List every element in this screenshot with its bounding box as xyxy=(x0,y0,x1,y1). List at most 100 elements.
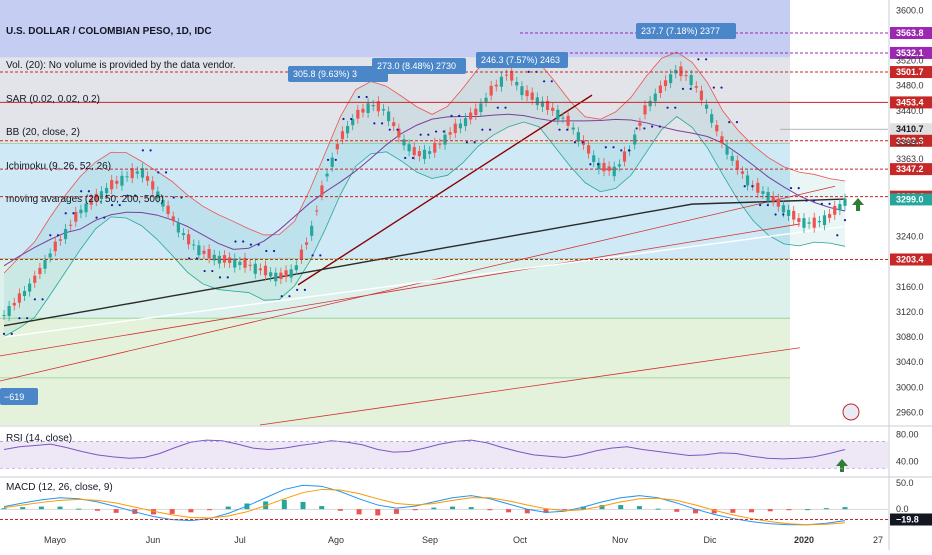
macd-value-label: −19.8 xyxy=(896,514,919,524)
sar-dot xyxy=(103,216,106,219)
candle-body xyxy=(648,100,652,107)
sar-dot xyxy=(759,203,762,207)
sar-dot xyxy=(18,317,21,320)
zone-band-middle xyxy=(0,143,790,259)
rsi-band xyxy=(0,441,888,469)
price-tick-label: 3388.7 xyxy=(896,138,924,148)
candle-body xyxy=(843,198,847,206)
macd-histogram-bar xyxy=(281,499,287,510)
measure-annotation-box xyxy=(636,23,736,39)
sar-dot xyxy=(280,295,283,298)
candle-body xyxy=(274,272,278,282)
price-level-tag xyxy=(890,163,932,176)
price-tick-label: 3480.0 xyxy=(896,81,924,91)
measure-annotation-box xyxy=(372,58,466,74)
sar-dot xyxy=(2,332,6,335)
candle-body xyxy=(361,108,365,113)
sar-dot xyxy=(326,158,330,161)
macd-histogram-bar xyxy=(487,509,493,511)
sar-dot xyxy=(72,212,75,215)
sar-dot xyxy=(674,106,677,109)
sar-dot xyxy=(203,269,206,273)
sar-dot xyxy=(843,219,847,222)
symbol-title: U.S. DOLLAR / COLOMBIAN PESO, 1D, IDC xyxy=(6,26,212,38)
rsi-tick-label: 80.00 xyxy=(896,430,919,440)
macd-tick-label: 50.0 xyxy=(896,478,914,488)
ichimoku-indicator-label: Ichimoku (9, 26, 52, 26) xyxy=(6,160,112,172)
candle-body xyxy=(84,203,88,213)
candle-body xyxy=(202,250,206,254)
candle-body xyxy=(351,119,355,126)
sar-dot xyxy=(80,190,83,193)
candle-body xyxy=(745,175,750,186)
candle-body xyxy=(494,84,498,87)
candle-body xyxy=(443,134,447,145)
price-level-label: 3392.3 xyxy=(896,136,924,146)
candle-body xyxy=(279,272,283,280)
candle-body xyxy=(653,93,657,102)
sar-dot xyxy=(805,199,808,202)
sar-dot xyxy=(820,202,823,205)
sar-dot xyxy=(581,141,584,144)
macd-histogram-bar xyxy=(412,509,418,511)
sar-dot xyxy=(342,117,345,121)
price-level-tag xyxy=(890,134,932,147)
sar-dot xyxy=(157,171,160,174)
candle-body xyxy=(479,103,483,113)
candle-body xyxy=(335,144,339,150)
price-tick-label: 2960.0 xyxy=(896,407,924,417)
sar-dot xyxy=(797,187,800,190)
candle-body xyxy=(679,66,683,77)
price-level-label: 3347.2 xyxy=(896,164,924,174)
sar-dot xyxy=(26,317,29,320)
candle-body xyxy=(551,107,555,111)
macd-histogram-bar xyxy=(57,506,63,510)
candle-body xyxy=(79,209,83,214)
macd-histogram-bar xyxy=(1,508,7,510)
candle-body xyxy=(207,249,211,259)
sar-dot xyxy=(319,254,322,257)
candle-body xyxy=(817,221,821,223)
candle-body xyxy=(428,151,432,154)
candle-body xyxy=(263,265,268,276)
sar-dot xyxy=(789,187,793,190)
sar-dot xyxy=(813,199,816,202)
candle-body xyxy=(392,122,396,127)
candle-body xyxy=(7,306,11,317)
flag-icon xyxy=(842,403,860,421)
candle-body xyxy=(699,90,704,101)
time-axis-label: Dic xyxy=(704,535,717,545)
candle-body xyxy=(438,143,442,145)
candle-body xyxy=(212,254,216,261)
price-level-tag xyxy=(890,66,932,79)
macd-histogram-bar xyxy=(169,509,175,514)
trendline xyxy=(0,185,836,382)
candle-body xyxy=(684,75,688,77)
time-axis-label: Nov xyxy=(612,535,629,545)
macd-histogram-bar xyxy=(506,509,512,513)
candle-body xyxy=(269,272,273,277)
sar-dot xyxy=(188,257,191,260)
price-tick-label: 3363.0 xyxy=(896,154,924,164)
sar-dot xyxy=(504,106,507,109)
candle-body xyxy=(156,191,160,199)
candle-body xyxy=(161,200,165,207)
candle-body xyxy=(74,211,78,222)
candle-body xyxy=(586,145,591,154)
candle-body xyxy=(248,264,252,266)
macd-histogram-bar xyxy=(636,506,642,510)
candle-body xyxy=(797,218,801,223)
price-tick-label: 3160.0 xyxy=(896,282,924,292)
sar-dot xyxy=(743,185,746,188)
sar-dot xyxy=(573,141,577,144)
measure-annotation-box xyxy=(476,52,568,68)
candle-body xyxy=(735,160,739,170)
sar-dot xyxy=(828,202,831,205)
candle-body xyxy=(715,125,719,132)
time-axis-label: Sep xyxy=(422,535,438,545)
candle-body xyxy=(176,222,180,233)
price-level-label: 3563.8 xyxy=(896,28,924,38)
candle-body xyxy=(474,108,478,116)
